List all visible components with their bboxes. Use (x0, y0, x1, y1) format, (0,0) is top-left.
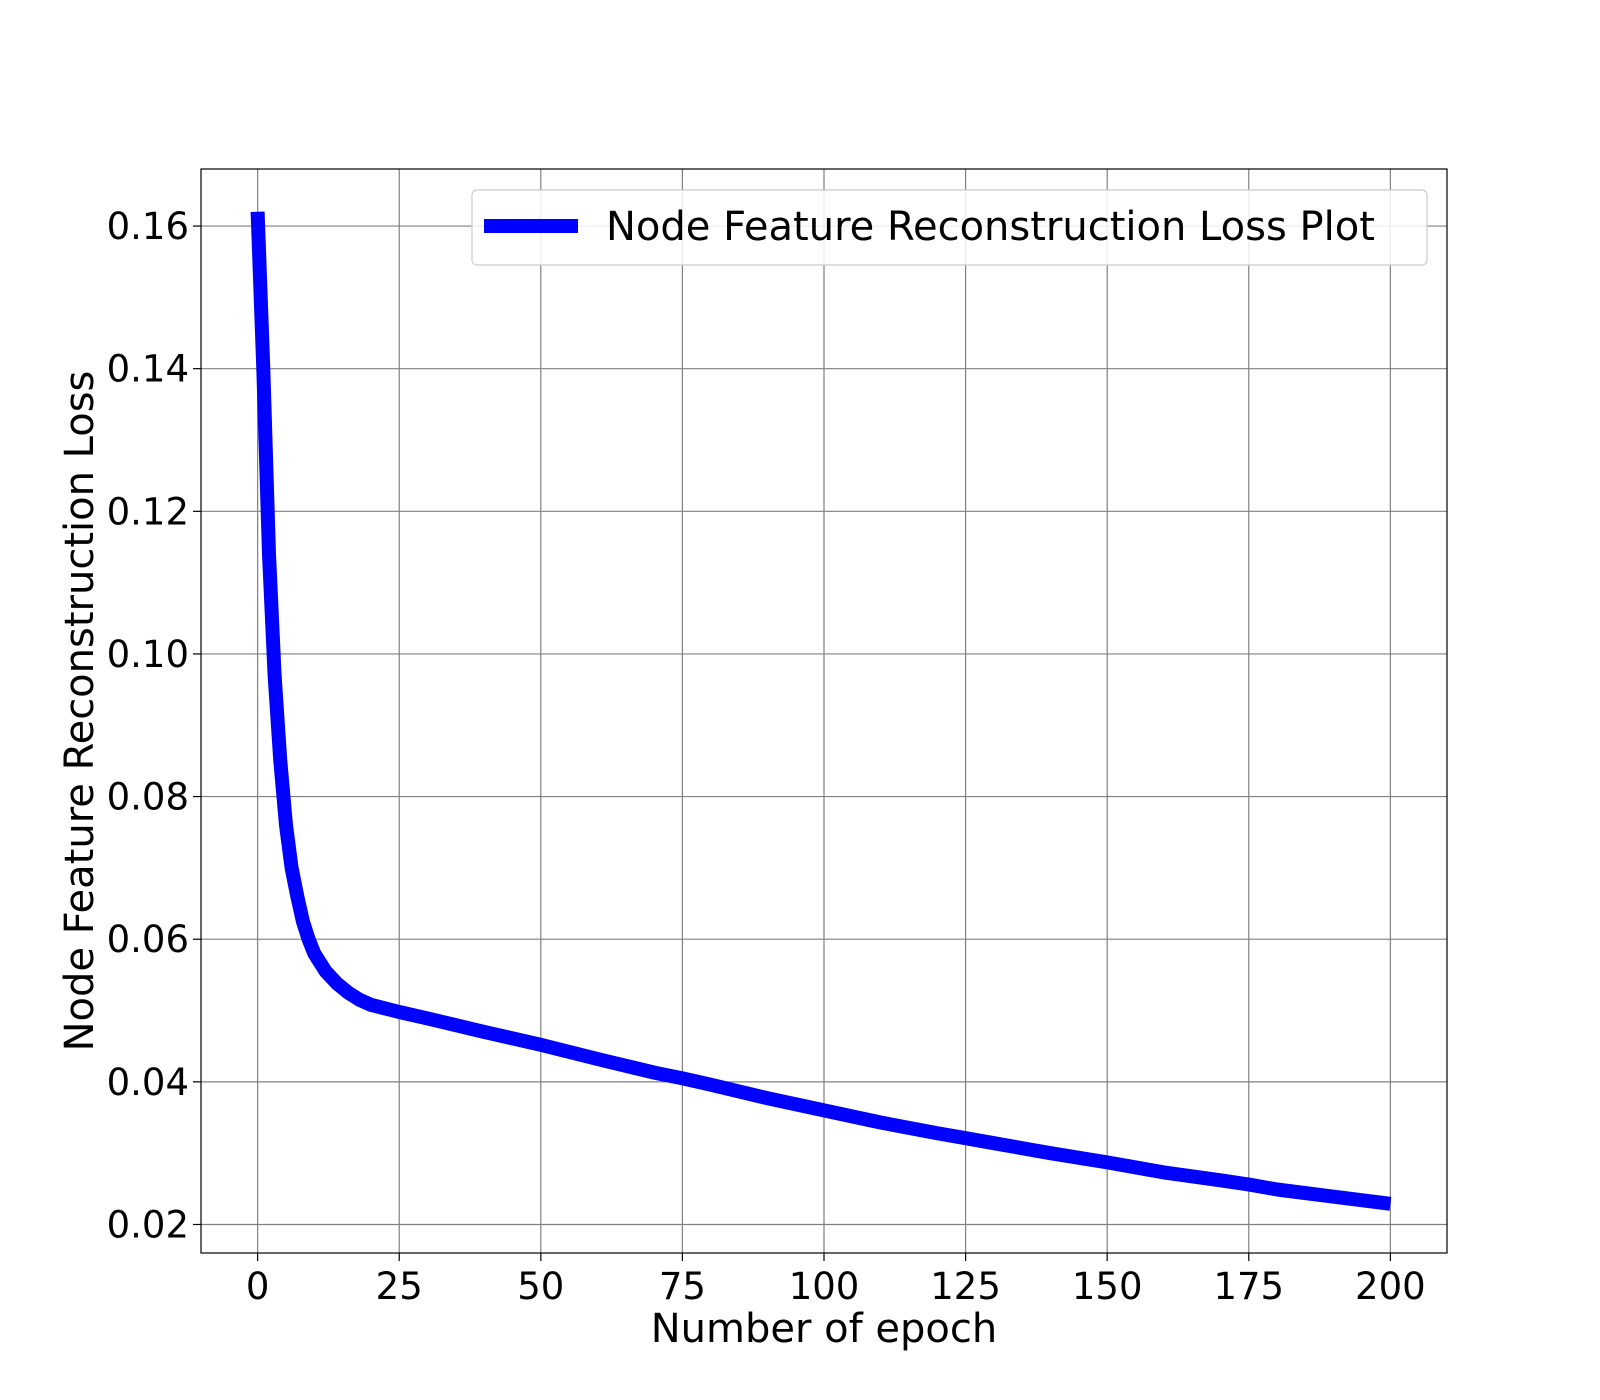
y-tick-label: 0.06 (107, 918, 189, 961)
grid-lines (201, 169, 1447, 1253)
x-tick-labels: 0 25 50 75 100 125 150 175 200 (246, 1265, 1426, 1308)
x-tick-label: 150 (1072, 1265, 1143, 1308)
y-tick-label: 0.14 (107, 348, 189, 391)
y-tick-label: 0.16 (107, 205, 189, 248)
y-tick-label: 0.02 (107, 1203, 189, 1246)
legend-box (471, 189, 1428, 266)
y-tick-label: 0.10 (107, 633, 189, 676)
x-tick-label: 50 (517, 1265, 564, 1308)
x-axis-label: Number of epoch (651, 1306, 997, 1352)
x-tick-label: 175 (1213, 1265, 1284, 1308)
x-tick-label: 0 (246, 1265, 270, 1308)
x-tick-label: 100 (789, 1265, 860, 1308)
y-tick-label: 0.04 (107, 1061, 189, 1104)
legend-label: Node Feature Reconstruction Loss Plot (606, 204, 1375, 250)
y-tick-labels: 0.02 0.04 0.06 0.08 0.10 0.12 0.14 0.16 (107, 205, 189, 1246)
y-tick-label: 0.12 (107, 490, 189, 533)
x-tick-label: 25 (376, 1265, 423, 1308)
legend: Node Feature Reconstruction Loss Plot (471, 189, 1428, 266)
y-tick-label: 0.08 (107, 776, 189, 819)
series-line (250, 211, 1392, 1211)
x-tick-label: 200 (1355, 1265, 1426, 1308)
tick-marks (193, 225, 1391, 1261)
x-tick-label: 125 (930, 1265, 1001, 1308)
x-tick-label: 75 (659, 1265, 706, 1308)
y-axis-label: Node Feature Reconstruction Loss (57, 371, 103, 1052)
series-layer (250, 211, 1392, 1211)
